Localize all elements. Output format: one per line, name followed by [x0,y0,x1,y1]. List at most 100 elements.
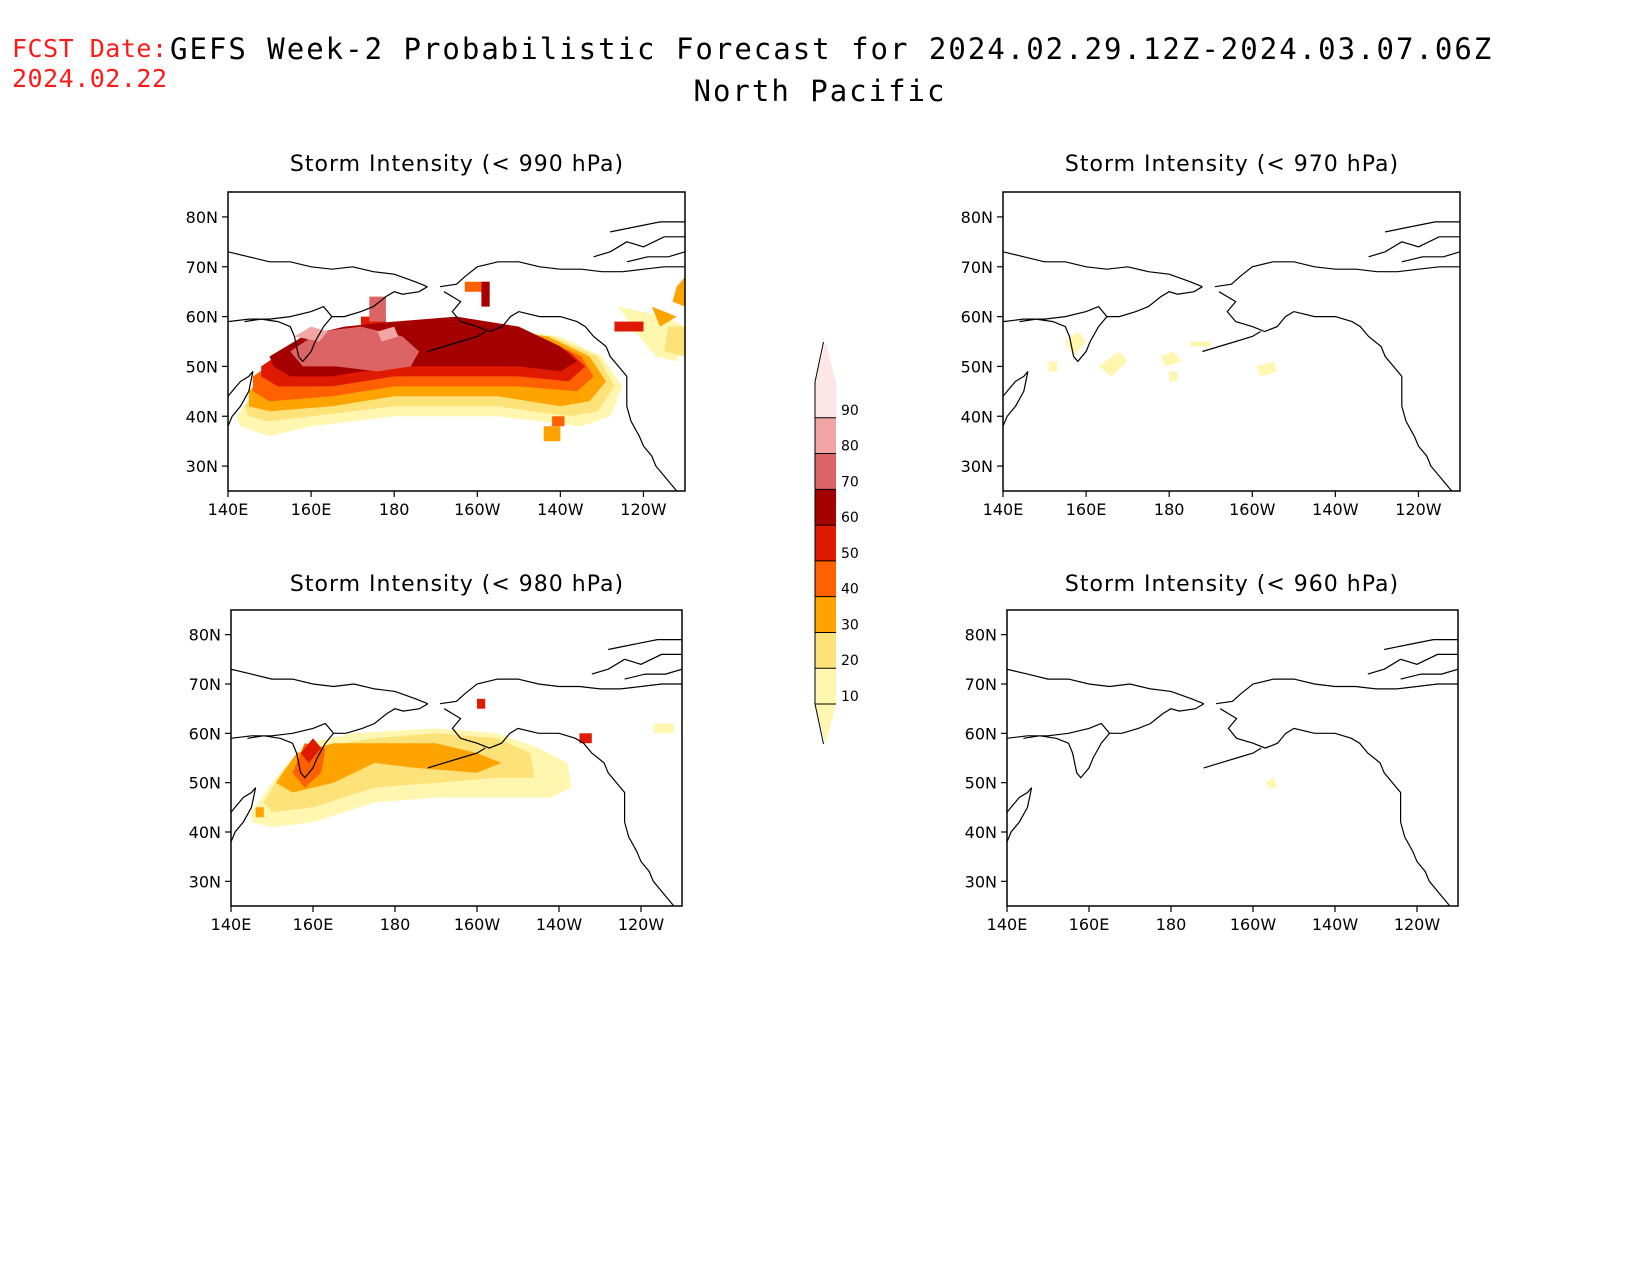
alaska-south-coast [443,708,675,906]
probability-area-80-90 [294,326,328,342]
probability-area-70-80 [369,296,386,322]
lat-tick-label: 30N [189,872,221,891]
lat-tick-label: 40N [189,823,221,842]
japan-coast [231,787,257,843]
japan-coast [1003,371,1029,427]
alaska-peninsula [1203,747,1262,769]
lat-tick-label: 50N [186,357,218,376]
arctic-islands [610,221,685,233]
colorbar-bin [815,417,836,454]
probability-area-30-40 [543,426,561,442]
lon-tick-label: 160W [1230,915,1277,934]
map-frame [230,609,683,907]
arctic-islands-2 [593,236,685,258]
kamchatka-coast [228,305,333,363]
lat-tick-label: 70N [961,258,993,277]
probability-area-50-60 [614,321,644,332]
shaded-probability-field [231,639,682,906]
probability-area-40-50 [464,281,482,292]
probability-area-10-20 [653,723,674,734]
lat-tick-label: 70N [186,258,218,277]
alaska-peninsula [1202,330,1261,353]
page-subtitle: North Pacific [693,74,947,108]
lat-tick-label: 60N [189,724,221,743]
probability-area-30-40 [651,306,677,327]
lat-tick-label: 30N [961,457,993,476]
lon-tick-label: 140E [983,500,1024,519]
arctic-islands-2 [1367,653,1458,675]
lon-tick-label: 120W [1394,915,1441,934]
probability-area-10-20 [1265,777,1278,788]
lon-tick-label: 120W [620,500,667,519]
alaska-coast [1216,678,1458,705]
asia-arctic-coast [1007,668,1205,705]
lon-tick-label: 140W [536,915,583,934]
lon-tick-label: 140E [987,915,1028,934]
colorbar-bin [815,525,836,561]
probability-area-10-20 [1098,351,1128,377]
lat-tick-label: 60N [961,308,993,327]
arctic-islands [1385,221,1460,233]
lon-tick-label: 160E [291,500,332,519]
arctic-islands [1384,639,1458,651]
alaska-south-coast [1218,291,1453,491]
shaded-probability-field [228,221,685,491]
lat-tick-label: 50N [189,774,221,793]
chukotka-coast [333,703,429,734]
probability-area-10-20 [1160,351,1182,367]
colorbar-bin [815,596,836,633]
lon-tick-label: 140W [1312,500,1359,519]
lon-tick-label: 160E [293,915,334,934]
forecast-date-label: FCST Date: [12,34,168,63]
alaska-peninsula [427,747,486,769]
probability-area-30-40 [672,276,685,307]
forecast-date-value: 2024.02.22 [12,64,168,93]
lat-tick-label: 60N [965,724,997,743]
chukotka-coast [1109,703,1205,734]
lon-tick-label: 180 [380,915,411,934]
panel-title-980: Storm Intensity (< 980 hPa) [289,572,625,597]
lat-tick-label: 40N [186,407,218,426]
probability-area-10-20 [1065,331,1087,357]
arctic-islands-2 [591,653,682,675]
probability-area-50-60 [300,738,322,763]
colorbar-label: 60 [841,510,859,526]
colorbar-bin [815,560,836,597]
lon-tick-label: 140W [537,500,584,519]
arctic-islands-3 [1400,668,1458,680]
panel-title-990: Storm Intensity (< 990 hPa) [289,152,625,177]
colorbar-bin [815,489,836,526]
colorbar-bin [815,632,836,669]
lat-tick-label: 50N [965,774,997,793]
map-frame [1006,609,1459,907]
colorbar-label: 20 [841,653,859,669]
probability-area-40-50 [292,743,326,788]
japan-coast [1007,787,1033,843]
lon-tick-label: 180 [1156,915,1187,934]
lat-tick-label: 60N [186,308,218,327]
arctic-islands-3 [624,668,682,680]
colorbar-bin [815,453,836,490]
asia-arctic-coast [231,668,429,705]
colorbar-label: 80 [841,439,859,455]
shaded-probability-field [1007,639,1458,906]
colorbar-label: 30 [841,617,859,633]
lon-tick-label: 120W [1395,500,1442,519]
alaska-coast [440,678,682,705]
japan-coast [228,371,254,427]
lon-tick-label: 160E [1069,915,1110,934]
kamchatka-coast [231,722,335,779]
alaska-coast [1214,261,1460,288]
map-frame [1002,191,1461,492]
probability-area-30-40 [255,807,264,818]
chukotka-coast [1106,286,1203,318]
alaska-south-coast [443,291,678,491]
alaska-peninsula [427,330,486,353]
probability-area-80-90 [377,326,399,342]
lat-tick-label: 40N [965,823,997,842]
alaska-coast [439,261,685,288]
lon-tick-label: 160E [1066,500,1107,519]
